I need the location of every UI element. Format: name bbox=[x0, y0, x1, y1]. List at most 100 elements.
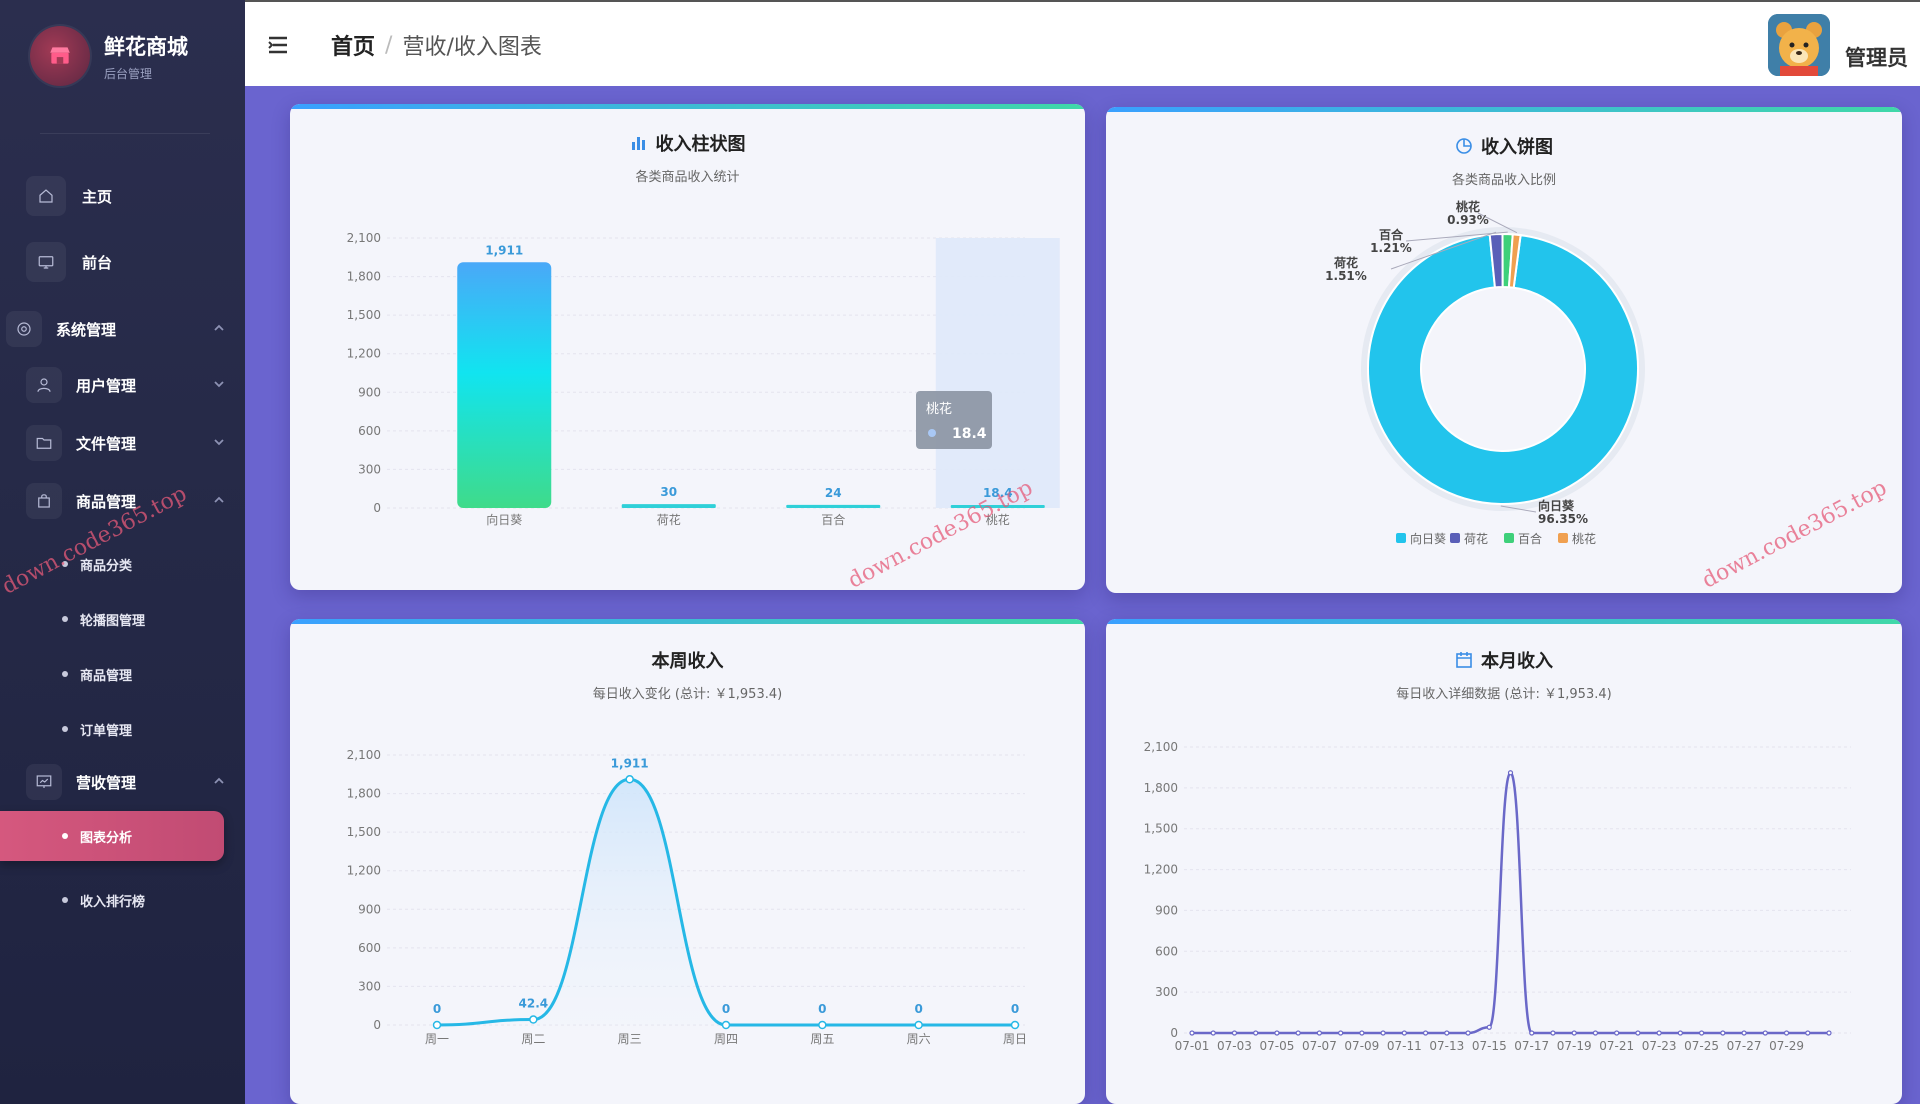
bullet-icon bbox=[62, 616, 68, 622]
y-tick-label: 1,500 bbox=[347, 825, 381, 839]
data-point bbox=[1805, 1030, 1811, 1036]
user-name[interactable]: 管理员 bbox=[1845, 46, 1908, 70]
legend-swatch bbox=[1558, 533, 1568, 543]
month-line-chart: 0 300 600 900 1,200 1,500 1,800 2,100 07-01 07-03… bbox=[1144, 740, 1851, 1053]
nav-sub-revenue-rank[interactable]: 收入排行榜 bbox=[62, 885, 145, 915]
tooltip-value: 18.4 bbox=[952, 426, 987, 442]
y-tick-label: 300 bbox=[358, 462, 381, 476]
sub-label: 图表分析 bbox=[80, 830, 133, 846]
calendar-icon bbox=[1456, 652, 1472, 668]
data-point bbox=[1210, 1030, 1216, 1036]
data-point bbox=[1720, 1030, 1726, 1036]
y-tick-label: 1,200 bbox=[1144, 863, 1178, 877]
pie-chart-title-text: 收入饼图 bbox=[1481, 137, 1553, 158]
data-point bbox=[1189, 1030, 1195, 1036]
data-point bbox=[1741, 1030, 1747, 1036]
pie-slice bbox=[1507, 233, 1522, 289]
y-tick-label: 900 bbox=[1155, 903, 1178, 917]
nav-home[interactable]: 主页 bbox=[26, 174, 112, 218]
sub-label: 订单管理 bbox=[80, 723, 133, 739]
y-tick-label: 600 bbox=[358, 424, 381, 438]
bar-chart-title: 收入柱状图 bbox=[290, 130, 1085, 156]
y-tick-label: 0 bbox=[373, 501, 381, 515]
y-tick-label: 2,100 bbox=[1144, 740, 1178, 754]
series-line bbox=[436, 777, 1015, 1027]
bar bbox=[950, 505, 1045, 508]
avatar[interactable] bbox=[1768, 14, 1830, 76]
bar-value-label: 24 bbox=[825, 486, 842, 500]
slice-percent: 0.93% bbox=[1447, 213, 1489, 227]
x-tick-label: 07-15 bbox=[1472, 1039, 1507, 1053]
nav-group-revenue[interactable]: 营收管理 bbox=[26, 762, 226, 802]
logo[interactable]: 鲜花商城 后台管理 bbox=[30, 26, 188, 86]
tooltip-dot-icon bbox=[928, 429, 936, 437]
y-tick-label: 2,100 bbox=[347, 748, 381, 762]
chevron-down-icon bbox=[212, 435, 226, 449]
logo-subtitle: 后台管理 bbox=[104, 66, 153, 81]
data-point bbox=[1401, 1030, 1407, 1036]
bullet-icon bbox=[62, 833, 68, 839]
nav-group-system[interactable]: 系统管理 bbox=[6, 309, 226, 349]
data-point bbox=[914, 1020, 923, 1030]
week-chart-title-text: 本周收入 bbox=[651, 651, 724, 672]
x-tick-label: 周五 bbox=[810, 1032, 834, 1046]
data-point bbox=[1677, 1030, 1683, 1036]
month-chart-subtitle: 每日收入详细数据 (总计: ￥1,953.4) bbox=[1396, 687, 1612, 702]
nav-front-label: 前台 bbox=[82, 253, 113, 272]
slice-label: 桃花 bbox=[1456, 199, 1480, 214]
bullet-icon bbox=[62, 671, 68, 677]
x-tick-label: 桃花 bbox=[986, 512, 1010, 527]
nav-group-goods[interactable]: 商品管理 bbox=[26, 481, 226, 521]
tooltip-label: 桃花 bbox=[926, 401, 952, 417]
nav-user-label: 用户管理 bbox=[76, 376, 137, 395]
chart-icon bbox=[26, 764, 62, 800]
data-point bbox=[1422, 1030, 1429, 1036]
nav-sub-chart-analysis-inner: 图表分析 bbox=[62, 821, 132, 851]
nav-sub-carousel[interactable]: 轮播图管理 bbox=[62, 604, 145, 634]
y-tick-label: 0 bbox=[1170, 1026, 1178, 1040]
y-tick-label: 900 bbox=[358, 385, 381, 399]
data-point bbox=[1592, 1030, 1599, 1036]
sidebar: 鲜花商城 后台管理 主页 前台 系统管理 用户管理 文件管理 商品管理 商品分类… bbox=[0, 0, 245, 1104]
month-chart-title: 本月收入 bbox=[1106, 647, 1902, 673]
nav-goods-label: 商品管理 bbox=[76, 492, 137, 511]
data-point bbox=[1295, 1030, 1301, 1036]
nav-front[interactable]: 前台 bbox=[26, 240, 112, 284]
week-chart-subtitle: 每日收入变化 (总计: ￥1,953.4) bbox=[592, 687, 783, 702]
point-value-label: 1,911 bbox=[611, 756, 649, 770]
data-point bbox=[1507, 770, 1514, 776]
bar bbox=[786, 504, 881, 508]
nav-group-file[interactable]: 文件管理 bbox=[26, 423, 226, 463]
pie-slice bbox=[1367, 233, 1639, 505]
nav-system-label: 系统管理 bbox=[56, 320, 117, 339]
nav-sub-goods[interactable]: 商品管理 bbox=[62, 659, 132, 689]
y-tick-label: 0 bbox=[373, 1018, 381, 1032]
data-point bbox=[1762, 1030, 1768, 1036]
breadcrumb-home[interactable]: 首页 bbox=[331, 35, 376, 60]
data-point bbox=[1529, 1030, 1535, 1036]
nav-sub-chart-analysis[interactable]: 图表分析 bbox=[0, 811, 224, 861]
y-tick-label: 1,200 bbox=[347, 347, 381, 361]
menu-toggle-icon[interactable] bbox=[267, 34, 289, 56]
nav-sub-category[interactable]: 商品分类 bbox=[62, 549, 132, 579]
data-point bbox=[1656, 1030, 1662, 1036]
bullet-icon bbox=[62, 726, 68, 732]
header: 首页 / 营收/收入图表 管理员 bbox=[245, 0, 1920, 86]
y-tick-label: 1,200 bbox=[347, 864, 381, 878]
folder-icon bbox=[26, 425, 62, 461]
logo-title: 鲜花商城 bbox=[104, 34, 188, 59]
data-point bbox=[1231, 1030, 1238, 1036]
data-point bbox=[1550, 1030, 1556, 1036]
nav-group-user[interactable]: 用户管理 bbox=[26, 365, 226, 405]
data-point bbox=[1783, 1030, 1790, 1036]
week-chart-card: 本周收入 每日收入变化 (总计: ￥1,953.4) 0 300 600 900 1,2… bbox=[290, 619, 1085, 1104]
data-point bbox=[1338, 1030, 1344, 1036]
pie-chart-card: 收入饼图 各类商品收入比例 向日葵 96.35% 荷花 1.51% 百合 1.21% 桃花 0… bbox=[1106, 107, 1902, 593]
legend-swatch bbox=[1396, 533, 1406, 543]
point-value-label: 0 bbox=[1011, 1002, 1019, 1016]
point-value-label: 42.4 bbox=[519, 997, 549, 1011]
data-point bbox=[1359, 1030, 1365, 1036]
data-point bbox=[1253, 1030, 1259, 1036]
y-tick-label: 2,100 bbox=[347, 231, 381, 245]
nav-sub-orders[interactable]: 订单管理 bbox=[62, 714, 132, 744]
